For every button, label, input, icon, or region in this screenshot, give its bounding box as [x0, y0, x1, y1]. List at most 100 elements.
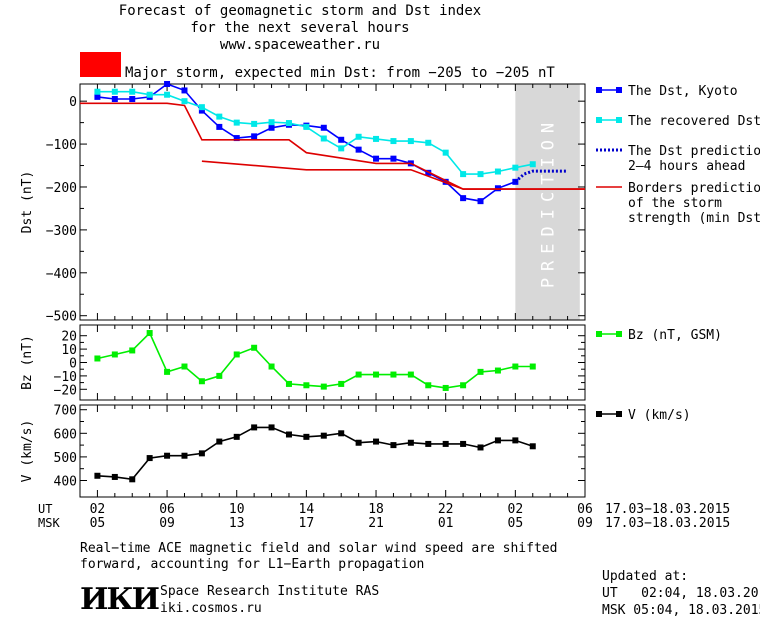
legend-marker — [596, 331, 602, 337]
msk-tick-label: 17 — [299, 516, 315, 531]
data-point-2-1 — [251, 344, 258, 351]
legend-marker — [596, 87, 602, 93]
legend-marker — [596, 117, 602, 123]
legend-label: of the storm — [628, 196, 722, 211]
data-point-1-2 — [460, 171, 467, 178]
data-point-1-2 — [94, 88, 101, 95]
storm-level-text: Major storm, expected min Dst: from −205… — [125, 65, 555, 81]
msk-tick-label: 01 — [438, 516, 454, 531]
data-point-1-2 — [268, 119, 275, 126]
data-point-2-1 — [146, 330, 153, 337]
series-line-3-1 — [97, 426, 534, 481]
data-point-3-1 — [146, 455, 153, 462]
legend-label: strength (min Dst) — [628, 211, 760, 226]
data-point-1-2 — [216, 113, 223, 120]
legend-label: The recovered Dst — [628, 114, 760, 129]
panel-frame-1 — [79, 83, 586, 321]
data-point-1-2 — [198, 104, 205, 111]
data-point-2-1 — [303, 382, 310, 389]
data-point-1-1 — [111, 96, 118, 103]
data-point-1-1 — [251, 133, 258, 140]
data-point-2-1 — [285, 380, 292, 387]
data-point-1-2 — [181, 98, 188, 105]
data-point-1-1 — [320, 124, 327, 131]
data-point-2-1 — [268, 363, 275, 370]
y-tick-label: 500 — [54, 451, 77, 466]
data-point-1-1 — [477, 198, 484, 205]
legend-label: 2–4 hours ahead — [628, 159, 745, 174]
data-point-1-1 — [94, 93, 101, 100]
data-point-1-2 — [494, 168, 501, 175]
legend-marker — [596, 411, 602, 417]
data-point-3-1 — [529, 443, 536, 450]
data-point-3-1 — [460, 440, 467, 447]
data-point-3-1 — [198, 450, 205, 457]
ut-tick-label: 14 — [299, 502, 315, 517]
legend-label: The Dst, Kyoto — [628, 84, 738, 99]
data-point-2-1 — [320, 383, 327, 390]
data-point-1-2 — [373, 135, 380, 142]
data-point-1-2 — [355, 133, 362, 140]
data-point-2-1 — [164, 368, 171, 375]
y-tick-label: 700 — [54, 404, 77, 419]
data-point-2-1 — [390, 371, 397, 378]
data-point-2-1 — [494, 367, 501, 374]
data-point-1-1 — [494, 185, 501, 192]
msk-tick-label: 05 — [90, 516, 106, 531]
msk-date-range: 17.03−18.03.2015 — [605, 516, 730, 531]
data-point-1-1 — [460, 195, 467, 202]
data-point-3-1 — [164, 452, 171, 459]
data-point-2-1 — [407, 371, 414, 378]
msk-tick-label: 13 — [229, 516, 245, 531]
series-line-1-3 — [514, 169, 568, 183]
data-point-1-1 — [198, 107, 205, 114]
data-point-1-2 — [164, 91, 171, 98]
legend-label: The Dst prediction — [628, 144, 760, 159]
y-tick-label: 400 — [54, 474, 77, 489]
data-point-3-1 — [512, 437, 519, 444]
data-point-3-1 — [373, 438, 380, 445]
data-point-3-1 — [129, 476, 136, 483]
data-point-3-1 — [268, 424, 275, 431]
msk-tick-label: 21 — [368, 516, 384, 531]
y-axis-label: V (km/s) — [20, 420, 35, 483]
data-point-3-1 — [494, 437, 501, 444]
data-point-1-1 — [181, 87, 188, 94]
ut-tick-label: 06 — [577, 502, 593, 517]
data-point-2-1 — [111, 351, 118, 358]
y-tick-label: 600 — [54, 427, 77, 442]
updated-ut: UT 02:04, 18.03.2015 — [602, 586, 760, 601]
data-point-3-1 — [425, 440, 432, 447]
data-point-3-1 — [216, 438, 223, 445]
data-point-1-2 — [111, 88, 118, 95]
msk-axis-label: MSK — [38, 516, 60, 530]
series-line-1-4 — [201, 160, 585, 190]
data-point-3-1 — [181, 452, 188, 459]
data-point-2-1 — [216, 372, 223, 379]
data-point-3-1 — [320, 432, 327, 439]
data-point-3-1 — [285, 431, 292, 438]
data-point-2-1 — [355, 371, 362, 378]
msk-tick-label: 05 — [508, 516, 524, 531]
data-point-3-1 — [390, 442, 397, 449]
data-point-3-1 — [251, 424, 258, 431]
data-point-2-1 — [512, 363, 519, 370]
legend-label: Bz (nT, GSM) — [628, 328, 722, 343]
ut-date-range: 17.03−18.03.2015 — [605, 502, 730, 517]
data-point-1-2 — [529, 161, 536, 168]
y-tick-label: −200 — [46, 181, 77, 196]
data-point-1-1 — [233, 135, 240, 142]
y-tick-label: −300 — [46, 224, 77, 239]
ut-axis-label: UT — [38, 502, 52, 516]
data-point-1-1 — [268, 124, 275, 131]
data-point-2-1 — [129, 347, 136, 354]
data-point-3-1 — [338, 430, 345, 437]
y-tick-label: −20 — [54, 383, 77, 398]
y-tick-label: −500 — [46, 310, 77, 325]
chart-title-line-2: for the next several hours — [190, 20, 410, 36]
legend-marker — [616, 87, 622, 93]
chart-title-url: www.spaceweather.ru — [219, 37, 381, 53]
updated-msk: MSK 05:04, 18.03.2015 — [602, 603, 760, 618]
data-point-1-2 — [129, 88, 136, 95]
